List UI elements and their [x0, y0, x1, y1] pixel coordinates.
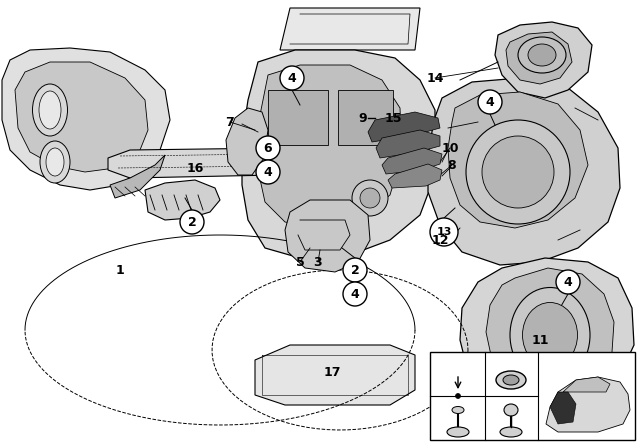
Text: 6: 6: [434, 397, 441, 407]
Text: 2: 2: [188, 215, 196, 228]
Bar: [338, 90, 393, 145]
Polygon shape: [110, 155, 165, 198]
Text: 4: 4: [264, 165, 273, 178]
Polygon shape: [15, 62, 148, 172]
Text: 3: 3: [314, 255, 323, 268]
Polygon shape: [428, 78, 620, 265]
Ellipse shape: [522, 302, 577, 367]
Text: 13: 13: [436, 227, 452, 237]
Ellipse shape: [528, 44, 556, 66]
Polygon shape: [285, 200, 370, 272]
Polygon shape: [468, 360, 488, 398]
Polygon shape: [242, 50, 435, 258]
Text: 13: 13: [434, 355, 447, 365]
Text: 16: 16: [186, 161, 204, 175]
Text: 15: 15: [384, 112, 402, 125]
Text: 10: 10: [441, 142, 459, 155]
Text: 17: 17: [323, 366, 340, 379]
Polygon shape: [546, 377, 630, 432]
Circle shape: [352, 180, 388, 216]
Ellipse shape: [500, 427, 522, 437]
Polygon shape: [255, 345, 415, 405]
Text: 7: 7: [226, 116, 234, 129]
Polygon shape: [258, 65, 402, 228]
Polygon shape: [388, 164, 442, 188]
Text: 9: 9: [358, 112, 367, 125]
Polygon shape: [382, 148, 442, 174]
Ellipse shape: [504, 404, 518, 416]
Text: 8: 8: [448, 159, 456, 172]
Circle shape: [430, 218, 458, 246]
Circle shape: [556, 270, 580, 294]
Polygon shape: [280, 8, 420, 50]
Circle shape: [456, 393, 461, 399]
Ellipse shape: [452, 406, 464, 414]
Circle shape: [360, 188, 380, 208]
Text: 12: 12: [431, 233, 449, 246]
Text: 2: 2: [351, 263, 360, 276]
Polygon shape: [563, 377, 610, 392]
Ellipse shape: [46, 148, 64, 176]
Ellipse shape: [518, 37, 566, 73]
Text: 1: 1: [116, 263, 124, 276]
Circle shape: [343, 282, 367, 306]
Bar: [430, 352, 635, 440]
Ellipse shape: [40, 141, 70, 183]
Text: 2: 2: [489, 397, 496, 407]
Polygon shape: [506, 32, 572, 84]
Polygon shape: [495, 22, 592, 98]
Bar: [268, 90, 328, 145]
Text: 6: 6: [264, 142, 272, 155]
Circle shape: [466, 120, 570, 224]
Text: 11: 11: [531, 333, 548, 346]
Circle shape: [478, 90, 502, 114]
Ellipse shape: [39, 91, 61, 129]
Circle shape: [482, 136, 554, 208]
Ellipse shape: [496, 371, 526, 389]
Circle shape: [256, 136, 280, 160]
Ellipse shape: [510, 288, 590, 383]
Polygon shape: [550, 392, 576, 424]
Polygon shape: [2, 48, 170, 190]
Polygon shape: [448, 92, 588, 228]
Text: 4: 4: [489, 355, 496, 365]
Circle shape: [180, 210, 204, 234]
Circle shape: [343, 258, 367, 282]
Polygon shape: [145, 180, 220, 220]
Polygon shape: [486, 268, 614, 392]
Circle shape: [280, 66, 304, 90]
Polygon shape: [108, 148, 292, 178]
Polygon shape: [376, 130, 440, 158]
Text: 4: 4: [287, 72, 296, 85]
Text: 14: 14: [426, 72, 444, 85]
Text: 4: 4: [564, 276, 572, 289]
Text: 4: 4: [351, 288, 360, 301]
Circle shape: [256, 160, 280, 184]
Text: 5: 5: [296, 255, 305, 268]
Ellipse shape: [447, 427, 469, 437]
Ellipse shape: [33, 84, 67, 136]
Ellipse shape: [503, 375, 519, 385]
Text: 4: 4: [486, 95, 494, 108]
Polygon shape: [226, 108, 268, 175]
Polygon shape: [368, 112, 440, 142]
Polygon shape: [460, 258, 634, 412]
